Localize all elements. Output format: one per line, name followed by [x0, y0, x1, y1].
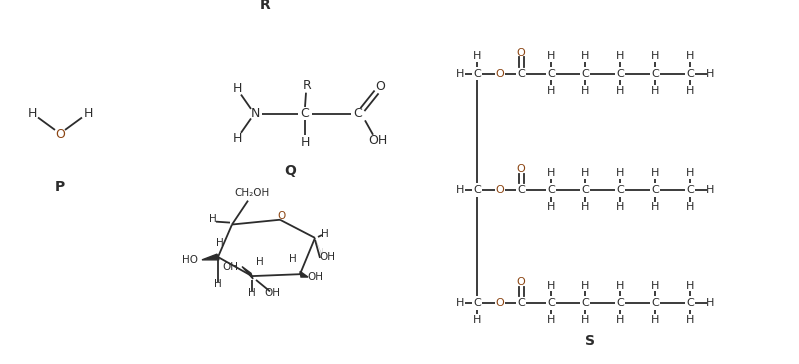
Text: H: H	[547, 168, 555, 178]
Text: H: H	[616, 168, 624, 178]
Text: H: H	[581, 281, 589, 291]
Text: H: H	[209, 214, 217, 224]
Text: O: O	[517, 277, 526, 287]
Text: O: O	[495, 185, 504, 195]
Text: H: H	[233, 82, 241, 95]
Text: C: C	[686, 185, 694, 195]
Text: HO: HO	[182, 255, 198, 265]
Text: O: O	[55, 128, 65, 141]
Text: C: C	[616, 68, 624, 79]
Text: H: H	[473, 315, 481, 325]
Text: H: H	[581, 202, 589, 212]
Text: O: O	[375, 80, 385, 94]
Text: S: S	[585, 334, 595, 348]
Text: H: H	[256, 257, 264, 267]
Text: C: C	[616, 298, 624, 308]
Text: H: H	[651, 168, 659, 178]
Text: C: C	[517, 298, 525, 308]
Text: C: C	[517, 68, 525, 79]
Text: OH: OH	[264, 288, 280, 298]
Text: H: H	[706, 185, 714, 195]
Text: H: H	[651, 202, 659, 212]
Text: H: H	[581, 51, 589, 62]
Text: O: O	[495, 298, 504, 308]
Polygon shape	[202, 254, 219, 260]
Text: H: H	[547, 202, 555, 212]
Text: H: H	[473, 51, 481, 62]
Text: H: H	[651, 315, 659, 325]
Text: H: H	[547, 51, 555, 62]
Text: H: H	[686, 281, 694, 291]
Text: C: C	[547, 68, 555, 79]
Text: H: H	[547, 315, 555, 325]
Text: H: H	[289, 254, 297, 264]
Text: H: H	[651, 51, 659, 62]
Text: H: H	[248, 288, 256, 298]
Text: H: H	[651, 86, 659, 96]
Polygon shape	[300, 271, 308, 277]
Text: H: H	[547, 281, 555, 291]
Text: H: H	[581, 168, 589, 178]
Text: H: H	[706, 298, 714, 308]
Text: C: C	[473, 185, 481, 195]
Text: H: H	[616, 315, 624, 325]
Text: C: C	[547, 185, 555, 195]
Text: H: H	[581, 315, 589, 325]
Text: C: C	[473, 68, 481, 79]
Text: H: H	[83, 107, 93, 120]
Text: H: H	[686, 86, 694, 96]
Text: C: C	[581, 185, 589, 195]
Text: H: H	[686, 315, 694, 325]
Text: OH: OH	[222, 262, 238, 272]
Text: H: H	[581, 86, 589, 96]
Text: H: H	[547, 86, 555, 96]
Text: H: H	[616, 281, 624, 291]
Text: H: H	[216, 238, 224, 248]
Text: C: C	[651, 298, 659, 308]
Text: C: C	[547, 298, 555, 308]
Text: O: O	[517, 48, 526, 58]
Text: H: H	[300, 136, 310, 149]
Text: O: O	[278, 211, 286, 221]
Text: H: H	[616, 51, 624, 62]
Text: C: C	[354, 107, 363, 120]
Text: R: R	[260, 0, 270, 12]
Text: R: R	[303, 79, 312, 91]
Text: H: H	[651, 281, 659, 291]
Text: OH: OH	[368, 134, 388, 147]
Text: C: C	[581, 68, 589, 79]
Text: H: H	[233, 132, 241, 145]
Text: O: O	[495, 68, 504, 79]
Text: H: H	[706, 68, 714, 79]
Text: H: H	[686, 202, 694, 212]
Text: C: C	[517, 185, 525, 195]
Text: H: H	[455, 185, 464, 195]
Text: C: C	[473, 298, 481, 308]
Text: C: C	[686, 68, 694, 79]
Text: H: H	[616, 202, 624, 212]
Text: Q: Q	[284, 164, 296, 178]
Text: C: C	[300, 107, 309, 120]
Text: C: C	[651, 68, 659, 79]
Text: H: H	[27, 107, 37, 120]
Text: C: C	[581, 298, 589, 308]
Text: H: H	[455, 298, 464, 308]
Text: C: C	[651, 185, 659, 195]
Text: P: P	[55, 180, 66, 194]
Text: H: H	[686, 168, 694, 178]
Text: CH₂OH: CH₂OH	[234, 188, 269, 198]
Text: H: H	[321, 229, 329, 239]
Text: H: H	[214, 279, 222, 289]
Text: C: C	[686, 298, 694, 308]
Text: H: H	[686, 51, 694, 62]
Text: H: H	[455, 68, 464, 79]
Text: OH: OH	[307, 272, 323, 282]
Polygon shape	[242, 266, 253, 279]
Text: O: O	[517, 164, 526, 174]
Text: N: N	[250, 107, 260, 120]
Text: C: C	[616, 185, 624, 195]
Text: OH: OH	[319, 252, 335, 262]
Text: H: H	[616, 86, 624, 96]
